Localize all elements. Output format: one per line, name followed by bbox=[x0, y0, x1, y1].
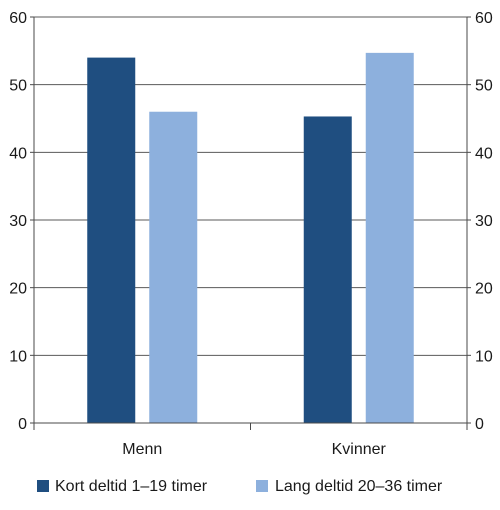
y-tick-label-left: 30 bbox=[9, 213, 27, 230]
y-tick-label-left: 20 bbox=[9, 281, 27, 298]
legend-label-series-2: Lang deltid 20–36 timer bbox=[275, 478, 443, 495]
bar-kvinner-series-1 bbox=[303, 116, 352, 423]
bar-menn-series-2 bbox=[149, 111, 198, 423]
y-tick-label-right: 10 bbox=[475, 348, 493, 365]
y-axis-right: 0 10 20 30 40 50 60 bbox=[475, 10, 493, 433]
y-axis-left: 0 10 20 30 40 50 60 bbox=[9, 10, 27, 433]
legend-swatch-series-1 bbox=[37, 480, 49, 492]
y-tick-label-right: 50 bbox=[475, 78, 493, 95]
x-axis: Menn Kvinner bbox=[122, 441, 386, 458]
legend-label-series-1: Kort deltid 1–19 timer bbox=[55, 478, 208, 495]
y-tick-label-left: 40 bbox=[9, 145, 27, 162]
y-tick-label-right: 30 bbox=[475, 213, 493, 230]
y-tick-label-right: 20 bbox=[475, 281, 493, 298]
y-tick-label-left: 50 bbox=[9, 78, 27, 95]
bar-kvinner-series-2 bbox=[365, 52, 414, 423]
y-tick-label-left: 60 bbox=[9, 10, 27, 27]
x-tick-label-menn: Menn bbox=[122, 441, 162, 458]
y-tick-label-left: 10 bbox=[9, 348, 27, 365]
bars bbox=[87, 52, 414, 423]
y-tick-label-right: 60 bbox=[475, 10, 493, 27]
axes bbox=[30, 16, 471, 430]
legend: Kort deltid 1–19 timer Lang deltid 20–36 … bbox=[37, 478, 443, 495]
y-tick-label-right: 0 bbox=[475, 416, 484, 433]
x-tick-label-kvinner: Kvinner bbox=[332, 441, 387, 458]
bar-menn-series-1 bbox=[87, 57, 136, 423]
y-tick-label-left: 0 bbox=[18, 416, 27, 433]
y-tick-label-right: 40 bbox=[475, 145, 493, 162]
legend-swatch-series-2 bbox=[256, 480, 268, 492]
